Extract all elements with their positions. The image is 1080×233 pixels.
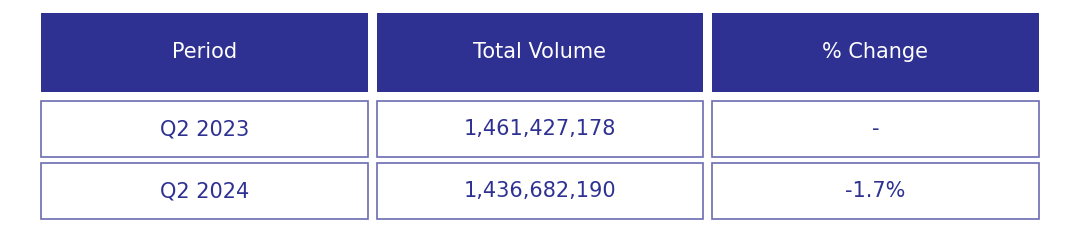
Text: Period: Period: [172, 42, 237, 62]
Text: Total Volume: Total Volume: [473, 42, 607, 62]
FancyBboxPatch shape: [377, 101, 703, 157]
FancyBboxPatch shape: [377, 163, 703, 219]
Text: 1,436,682,190: 1,436,682,190: [463, 181, 617, 201]
FancyBboxPatch shape: [712, 101, 1039, 157]
Text: -: -: [872, 119, 879, 139]
Text: 1,461,427,178: 1,461,427,178: [463, 119, 616, 139]
Text: -1.7%: -1.7%: [846, 181, 906, 201]
FancyBboxPatch shape: [41, 13, 368, 92]
Text: Q2 2024: Q2 2024: [160, 181, 249, 201]
Text: % Change: % Change: [823, 42, 929, 62]
FancyBboxPatch shape: [41, 101, 368, 157]
Text: Q2 2023: Q2 2023: [160, 119, 249, 139]
FancyBboxPatch shape: [41, 163, 368, 219]
FancyBboxPatch shape: [712, 163, 1039, 219]
FancyBboxPatch shape: [712, 13, 1039, 92]
FancyBboxPatch shape: [377, 13, 703, 92]
